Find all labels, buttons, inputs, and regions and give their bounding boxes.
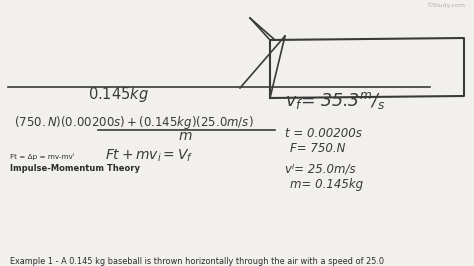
- Text: $(750.N)(0.00200s) + (0.145kg)(25.0m/s)$: $(750.N)(0.00200s) + (0.145kg)(25.0m/s)$: [14, 114, 254, 131]
- Text: Example 1 - A 0.145 kg baseball is thrown horizontally through the air with a sp: Example 1 - A 0.145 kg baseball is throw…: [10, 257, 384, 266]
- Text: Impulse-Momentum Theory: Impulse-Momentum Theory: [10, 164, 140, 173]
- Text: $v_f$= 35.3$^m$/$_s$: $v_f$= 35.3$^m$/$_s$: [285, 90, 385, 111]
- Text: $0.145kg$: $0.145kg$: [88, 85, 149, 104]
- Text: $Ft + mv_i = V_f$: $Ft + mv_i = V_f$: [105, 148, 193, 164]
- Text: ©Study.com: ©Study.com: [426, 2, 465, 8]
- Text: m= 0.145kg: m= 0.145kg: [290, 178, 363, 191]
- Text: $m$: $m$: [178, 129, 192, 143]
- Text: F= 750.N: F= 750.N: [290, 142, 346, 155]
- Text: vᴵ= 25.0m/s: vᴵ= 25.0m/s: [285, 163, 356, 176]
- Text: t = 0.00200s: t = 0.00200s: [285, 127, 362, 140]
- Text: Ft = Δp = mv-mvᴵ: Ft = Δp = mv-mvᴵ: [10, 153, 74, 160]
